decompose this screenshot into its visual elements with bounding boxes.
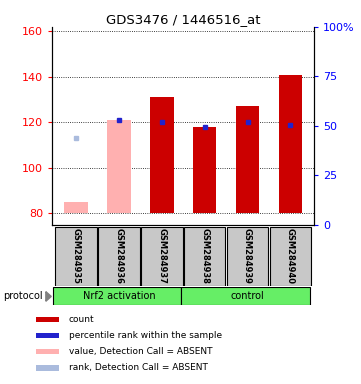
Text: GSM284935: GSM284935 bbox=[71, 228, 81, 284]
Text: control: control bbox=[231, 291, 265, 301]
Bar bbox=[98, 227, 140, 286]
Text: value, Detection Call = ABSENT: value, Detection Call = ABSENT bbox=[69, 348, 212, 356]
Text: GSM284936: GSM284936 bbox=[114, 228, 123, 284]
Title: GDS3476 / 1446516_at: GDS3476 / 1446516_at bbox=[106, 13, 260, 26]
Text: rank, Detection Call = ABSENT: rank, Detection Call = ABSENT bbox=[69, 363, 208, 372]
Bar bbox=[53, 287, 181, 305]
Text: protocol: protocol bbox=[4, 291, 43, 301]
Text: GSM284939: GSM284939 bbox=[243, 228, 252, 284]
Bar bbox=[181, 287, 310, 305]
Bar bbox=[55, 227, 97, 286]
Bar bbox=[150, 98, 174, 213]
Text: GSM284937: GSM284937 bbox=[157, 228, 166, 284]
Bar bbox=[193, 127, 217, 213]
FancyArrow shape bbox=[46, 292, 51, 301]
Bar bbox=[270, 227, 311, 286]
Text: GSM284938: GSM284938 bbox=[200, 228, 209, 284]
Text: Nrf2 activation: Nrf2 activation bbox=[83, 291, 155, 301]
Bar bbox=[35, 317, 59, 322]
Bar bbox=[35, 366, 59, 371]
Bar bbox=[279, 74, 302, 213]
Bar bbox=[236, 106, 259, 213]
Bar bbox=[141, 227, 183, 286]
Bar bbox=[64, 202, 88, 213]
Bar bbox=[35, 349, 59, 354]
Text: percentile rank within the sample: percentile rank within the sample bbox=[69, 331, 222, 340]
Bar bbox=[227, 227, 268, 286]
Bar bbox=[184, 227, 226, 286]
Text: GSM284940: GSM284940 bbox=[286, 228, 295, 284]
Bar bbox=[107, 120, 131, 213]
Text: count: count bbox=[69, 315, 94, 324]
Bar bbox=[35, 333, 59, 338]
